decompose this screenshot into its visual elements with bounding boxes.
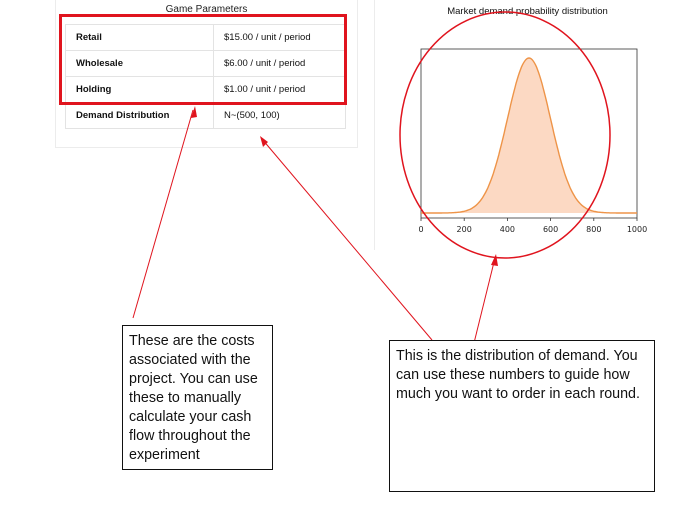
param-label-holding: Holding [65,76,214,103]
distribution-note: This is the distribution of demand. You … [389,340,655,492]
arrow-head-costs [191,106,197,118]
table-row: Wholesale $6.00 / unit / period [65,50,346,77]
chart-title: Market demand probability distribution [447,6,608,17]
x-tick-label: 1000 [627,225,647,234]
arrow-head-demand-value [260,136,268,147]
x-tick-label: 800 [586,225,601,234]
game-parameters-table: Retail $15.00 / unit / period Wholesale … [65,24,346,129]
param-value-demand: N~(500, 100) [213,102,346,129]
x-tick-label: 600 [543,225,558,234]
arrow-head-distribution [491,254,498,266]
costs-note: These are the costs associated with the … [122,325,273,470]
x-tick-label: 0 [418,225,423,234]
x-tick-label: 400 [500,225,515,234]
costs-highlight-box [59,14,347,105]
distribution-highlight-ellipse [399,11,611,259]
demand-distribution-chart: 0 200 400 600 800 1000 [418,48,647,234]
game-parameters-panel [55,0,358,148]
game-parameters-title: Game Parameters [165,4,248,15]
arrow-line-demand-value [261,138,433,341]
panel-divider [374,0,375,250]
arrow-line-distribution [473,257,496,344]
distribution-area [421,58,637,213]
plot-frame [420,48,638,219]
param-value-holding: $1.00 / unit / period [213,76,346,103]
param-value-retail: $15.00 / unit / period [213,24,346,51]
table-row: Retail $15.00 / unit / period [65,24,346,51]
distribution-line [421,57,637,214]
arrow-line-costs [132,109,194,319]
table-row: Holding $1.00 / unit / period [65,76,346,103]
x-tick-label: 200 [457,225,472,234]
